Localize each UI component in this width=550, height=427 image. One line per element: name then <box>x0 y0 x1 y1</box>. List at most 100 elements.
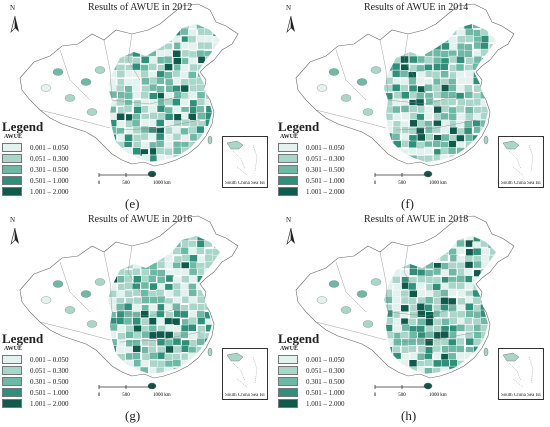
taiwan-island <box>483 347 489 357</box>
legend-row: 0.051 – 0.300 <box>2 153 92 164</box>
province-boundary <box>315 321 387 341</box>
legend-label: 0.001 – 0.050 <box>30 355 69 364</box>
province-boundary <box>111 95 181 105</box>
legend-swatch <box>278 165 298 174</box>
province-boundary <box>111 307 181 317</box>
china-choropleth-map <box>295 3 515 178</box>
inset-label: South China Sea Islands <box>501 181 541 186</box>
legend-swatch <box>278 143 298 152</box>
province-boundary <box>119 119 201 131</box>
legend-swatch <box>2 388 22 397</box>
legend-row: 0.051 – 0.300 <box>278 365 368 376</box>
legend-row: 0.051 – 0.300 <box>2 365 92 376</box>
legend-swatch <box>278 388 298 397</box>
province-boundary <box>59 261 91 313</box>
legend-swatch <box>2 176 22 185</box>
legend-swatch <box>2 399 22 408</box>
south-china-sea-inset: South China Sea Islands <box>222 348 268 400</box>
legend-label: 0.501 – 1.000 <box>30 176 69 185</box>
north-arrow-icon <box>10 227 19 245</box>
panel-title: Results of AWUE in 2016 <box>88 214 193 225</box>
north-label: N <box>286 216 292 224</box>
province-boundary <box>403 245 417 293</box>
region-spot <box>64 306 76 314</box>
legend-label: 0.051 – 0.300 <box>30 154 69 163</box>
scale-tick-label: 1000 km <box>153 181 171 186</box>
panel-title: Results of AWUE in 2012 <box>88 2 193 13</box>
legend-subtitle: AWUE <box>280 346 299 352</box>
map-panel-h: N Results of AWUE in 2018 Legend AWUE 0.001 … <box>276 212 546 423</box>
region-spot <box>340 306 352 314</box>
province-boundary <box>395 119 477 131</box>
legend-label: 0.051 – 0.300 <box>30 366 69 375</box>
province-boundary <box>119 331 201 343</box>
hainan-island <box>423 170 433 178</box>
legend-swatch <box>278 355 298 364</box>
scale-bar: 0 500 1000 km <box>374 173 447 186</box>
south-china-sea-inset: South China Sea Islands <box>498 348 544 400</box>
legend-label: 0.051 – 0.300 <box>306 154 345 163</box>
legend-subtitle: AWUE <box>4 346 23 352</box>
panel-letter: (g) <box>125 408 141 423</box>
hainan-island <box>423 382 433 390</box>
panel-letter: (h) <box>401 408 417 423</box>
legend-row: 0.001 – 0.050 <box>2 142 92 153</box>
legend-swatch <box>2 187 22 196</box>
legend-row: 1.001 – 2.000 <box>278 398 368 409</box>
province-boundary <box>387 95 457 105</box>
scale-tick-label: 500 <box>398 393 406 398</box>
province-boundary <box>59 49 91 101</box>
map-panel-f: N Results of AWUE in 2014 Legend AWUE 0.001 … <box>276 0 546 211</box>
legend-swatch <box>2 143 22 152</box>
province-boundary <box>127 245 141 293</box>
legend-label: 0.301 – 0.500 <box>306 377 345 386</box>
province-boundary <box>395 331 477 343</box>
legend-swatch <box>2 154 22 163</box>
panel-letter: (e) <box>125 196 140 211</box>
panel-title: Results of AWUE in 2014 <box>364 2 469 13</box>
map-panel-g: N Results of AWUE in 2016 Legend AWUE 0.001 … <box>0 212 270 423</box>
region-spot <box>356 78 368 86</box>
legend-label: 0.301 – 0.500 <box>30 377 69 386</box>
region-spot <box>52 280 64 288</box>
legend-row: 0.301 – 0.500 <box>2 376 92 387</box>
north-arrow-icon <box>10 15 19 33</box>
legend-swatch <box>2 377 22 386</box>
legend-label: 0.501 – 1.000 <box>306 388 345 397</box>
province-boundary <box>315 109 387 129</box>
province-boundary <box>103 251 113 313</box>
scale-bar: 0 500 1000 km <box>374 385 447 398</box>
inset-label: South China Sea Islands <box>225 393 265 398</box>
scale-tick-label: 0 <box>98 181 101 186</box>
scale-tick-label: 1000 km <box>429 393 447 398</box>
legend-subtitle: AWUE <box>280 134 299 140</box>
taiwan-island <box>207 135 213 145</box>
legend-row: 0.001 – 0.050 <box>278 354 368 365</box>
region-spot <box>94 66 106 74</box>
legend-swatch <box>278 154 298 163</box>
region-spot <box>362 108 374 116</box>
region-spot <box>356 290 368 298</box>
panel-letter: (f) <box>401 196 414 211</box>
legend-row: 0.501 – 1.000 <box>278 387 368 398</box>
south-china-sea-inset: South China Sea Islands <box>222 136 268 188</box>
scale-tick-label: 500 <box>398 181 406 186</box>
south-china-sea-inset: South China Sea Islands <box>498 136 544 188</box>
north-arrow-icon <box>286 15 295 33</box>
region-spot <box>370 66 382 74</box>
region-spot <box>40 296 52 304</box>
legend-swatch <box>2 165 22 174</box>
region-spot <box>40 84 52 92</box>
legend-swatch <box>278 176 298 185</box>
province-boundary <box>379 251 389 313</box>
north-label: N <box>286 4 292 12</box>
region-spot <box>340 94 352 102</box>
region-spot <box>362 320 374 328</box>
inset-label: South China Sea Islands <box>501 393 541 398</box>
map-legend: Legend AWUE 0.001 – 0.050 0.051 – 0.300 0.30… <box>278 332 368 409</box>
legend-label: 1.001 – 2.000 <box>306 399 345 408</box>
province-boundary <box>103 39 113 101</box>
map-legend: Legend AWUE 0.001 – 0.050 0.051 – 0.300 0.30… <box>278 120 368 197</box>
legend-label: 0.501 – 1.000 <box>306 176 345 185</box>
legend-title: Legend <box>278 331 320 346</box>
